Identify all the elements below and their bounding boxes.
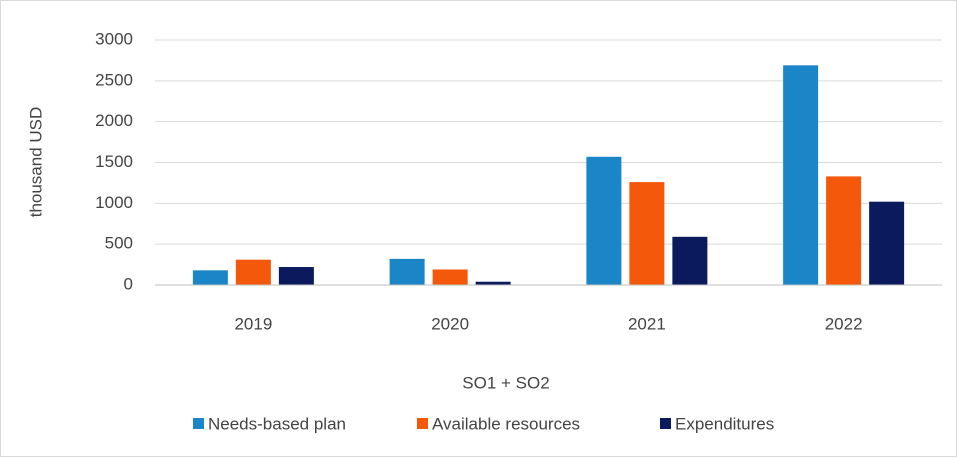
legend-label: Available resources [432, 414, 580, 433]
legend-swatch [660, 418, 671, 429]
bar [869, 201, 905, 285]
legend-swatch [193, 418, 204, 429]
legend-label: Expenditures [675, 414, 774, 433]
bar [192, 270, 228, 285]
y-tick-label: 0 [124, 274, 133, 293]
legend-swatch [417, 418, 428, 429]
bar [389, 258, 425, 285]
y-tick-label: 1500 [95, 152, 133, 171]
y-tick-label: 2000 [95, 111, 133, 130]
bar [672, 236, 708, 285]
bar [278, 267, 314, 285]
x-axis-title: SO1 + SO2 [462, 373, 549, 392]
y-tick-label: 2500 [95, 70, 133, 89]
bar [629, 182, 665, 285]
bar [826, 176, 862, 285]
bar [783, 65, 819, 285]
x-tick-label: 2021 [628, 314, 666, 333]
x-tick-label: 2020 [431, 314, 469, 333]
y-tick-label: 500 [105, 234, 133, 253]
x-tick-label: 2019 [234, 314, 272, 333]
bar [235, 259, 271, 285]
y-tick-label: 1000 [95, 193, 133, 212]
y-axis-title: thousand USD [26, 107, 45, 218]
x-tick-label: 2022 [825, 314, 863, 333]
legend-label: Needs-based plan [208, 414, 346, 433]
bar [432, 269, 468, 285]
bar [586, 156, 622, 285]
bar [475, 281, 511, 285]
y-tick-label: 3000 [95, 29, 133, 48]
